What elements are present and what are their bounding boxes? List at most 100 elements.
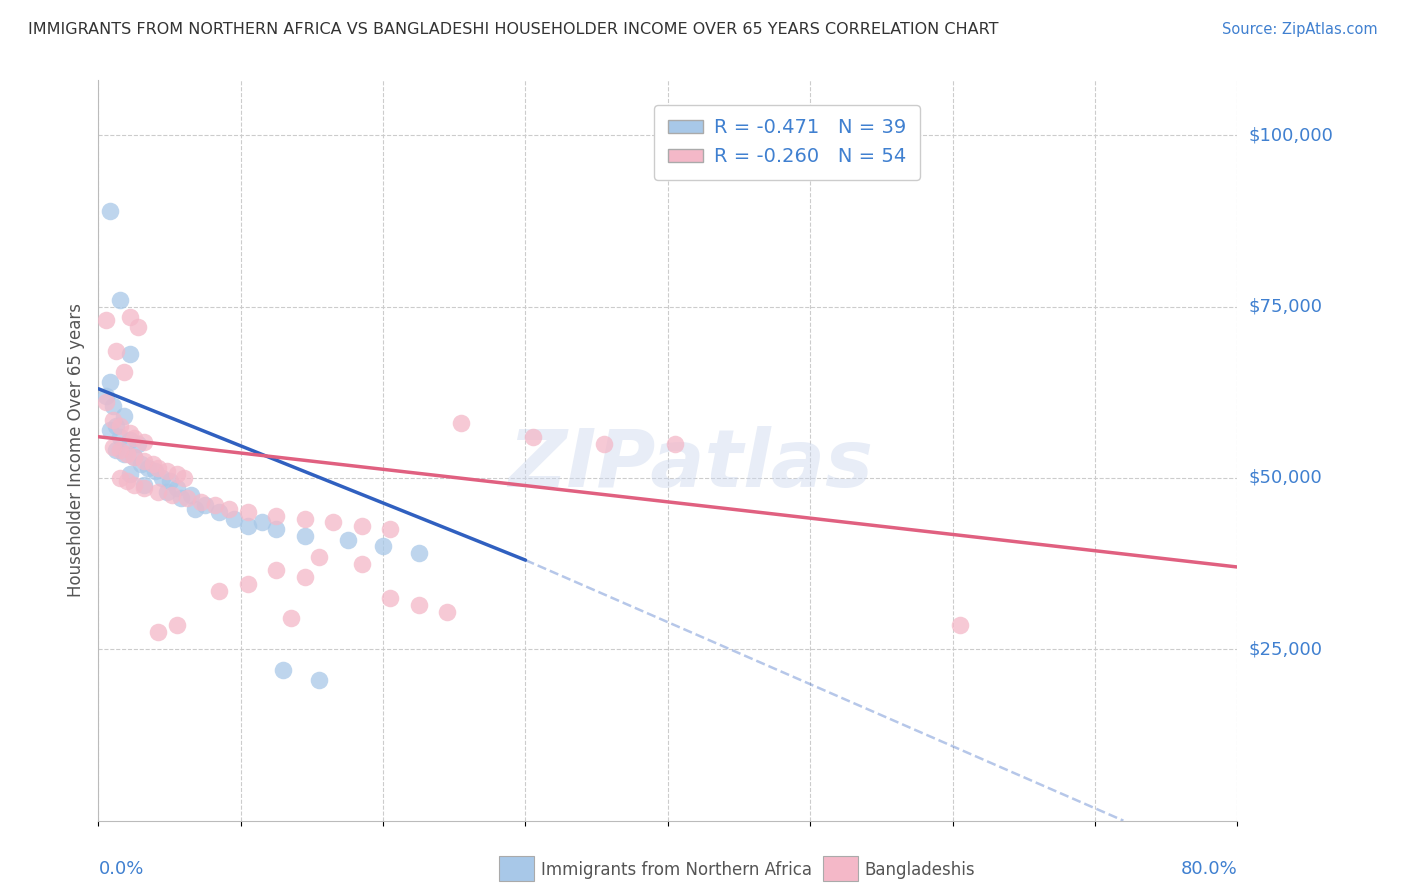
Point <box>159 475 181 489</box>
Point <box>118 310 141 324</box>
Point <box>101 399 124 413</box>
Point <box>101 412 124 426</box>
Point <box>162 488 184 502</box>
Point <box>522 430 544 444</box>
Point <box>664 436 686 450</box>
Point <box>592 436 614 450</box>
Point <box>408 598 430 612</box>
Point <box>273 663 295 677</box>
Point <box>112 447 135 461</box>
Legend: R = -0.471   N = 39, R = -0.260   N = 54: R = -0.471 N = 39, R = -0.260 N = 54 <box>654 104 920 180</box>
Point <box>408 546 430 560</box>
Point <box>148 460 170 475</box>
Point <box>104 443 127 458</box>
Point <box>118 433 141 447</box>
Point <box>132 435 155 450</box>
Point <box>166 618 188 632</box>
Point <box>236 577 259 591</box>
Point <box>145 464 167 478</box>
Point <box>208 505 231 519</box>
Point <box>122 431 145 445</box>
Point <box>180 488 202 502</box>
Point <box>949 618 972 632</box>
Point <box>194 498 217 512</box>
Point <box>132 481 155 495</box>
Point <box>118 347 141 361</box>
Point <box>104 419 127 434</box>
Point <box>294 529 316 543</box>
Point <box>218 501 240 516</box>
Point <box>250 516 273 530</box>
Point <box>190 495 212 509</box>
Y-axis label: Householder Income Over 65 years: Householder Income Over 65 years <box>66 303 84 598</box>
Point <box>173 471 195 485</box>
Point <box>118 426 141 441</box>
Point <box>94 313 117 327</box>
Point <box>184 501 207 516</box>
Point <box>108 471 131 485</box>
Point <box>380 591 402 605</box>
Text: $75,000: $75,000 <box>1249 298 1323 316</box>
Point <box>115 475 138 489</box>
Point <box>336 533 359 547</box>
Point <box>98 203 121 218</box>
Text: ZIPatlas: ZIPatlas <box>508 426 873 504</box>
Point <box>266 508 288 523</box>
Point <box>176 491 198 506</box>
Point <box>98 375 121 389</box>
Text: $100,000: $100,000 <box>1249 126 1333 145</box>
Point <box>104 344 127 359</box>
Point <box>294 512 316 526</box>
Point <box>132 477 155 491</box>
Point <box>112 365 135 379</box>
Point <box>170 491 193 506</box>
Point <box>132 454 155 468</box>
Text: $50,000: $50,000 <box>1249 469 1322 487</box>
Point <box>127 320 149 334</box>
Point <box>166 481 188 495</box>
Point <box>115 447 138 461</box>
Point <box>280 611 302 625</box>
Point <box>152 471 174 485</box>
Text: 80.0%: 80.0% <box>1181 860 1237 878</box>
Text: IMMIGRANTS FROM NORTHERN AFRICA VS BANGLADESHI HOUSEHOLDER INCOME OVER 65 YEARS : IMMIGRANTS FROM NORTHERN AFRICA VS BANGL… <box>28 22 998 37</box>
Point <box>141 457 163 471</box>
Point <box>129 457 152 471</box>
Point <box>112 409 135 424</box>
Point <box>373 540 395 554</box>
Point <box>108 443 131 458</box>
Point <box>450 416 472 430</box>
Point <box>122 450 145 465</box>
Point <box>436 605 458 619</box>
Point <box>108 430 131 444</box>
Point <box>108 419 131 434</box>
Point <box>94 395 117 409</box>
Point <box>308 549 330 564</box>
Point <box>156 464 179 478</box>
Point <box>222 512 245 526</box>
Point <box>322 516 344 530</box>
Text: 0.0%: 0.0% <box>98 860 143 878</box>
Point <box>148 625 170 640</box>
Point <box>204 498 226 512</box>
Point <box>122 477 145 491</box>
Point <box>148 484 170 499</box>
Point <box>136 460 159 475</box>
Point <box>101 440 124 454</box>
Point <box>94 389 117 403</box>
Point <box>122 450 145 465</box>
Text: Bangladeshis: Bangladeshis <box>865 861 976 879</box>
Text: Immigrants from Northern Africa: Immigrants from Northern Africa <box>541 861 813 879</box>
Point <box>266 563 288 577</box>
Text: $25,000: $25,000 <box>1249 640 1323 658</box>
Point <box>208 584 231 599</box>
Point <box>308 673 330 687</box>
Point <box>156 484 179 499</box>
Point <box>350 519 373 533</box>
Point <box>98 423 121 437</box>
Text: Source: ZipAtlas.com: Source: ZipAtlas.com <box>1222 22 1378 37</box>
Point <box>380 522 402 536</box>
Point <box>350 557 373 571</box>
Point <box>118 467 141 482</box>
Point <box>266 522 288 536</box>
